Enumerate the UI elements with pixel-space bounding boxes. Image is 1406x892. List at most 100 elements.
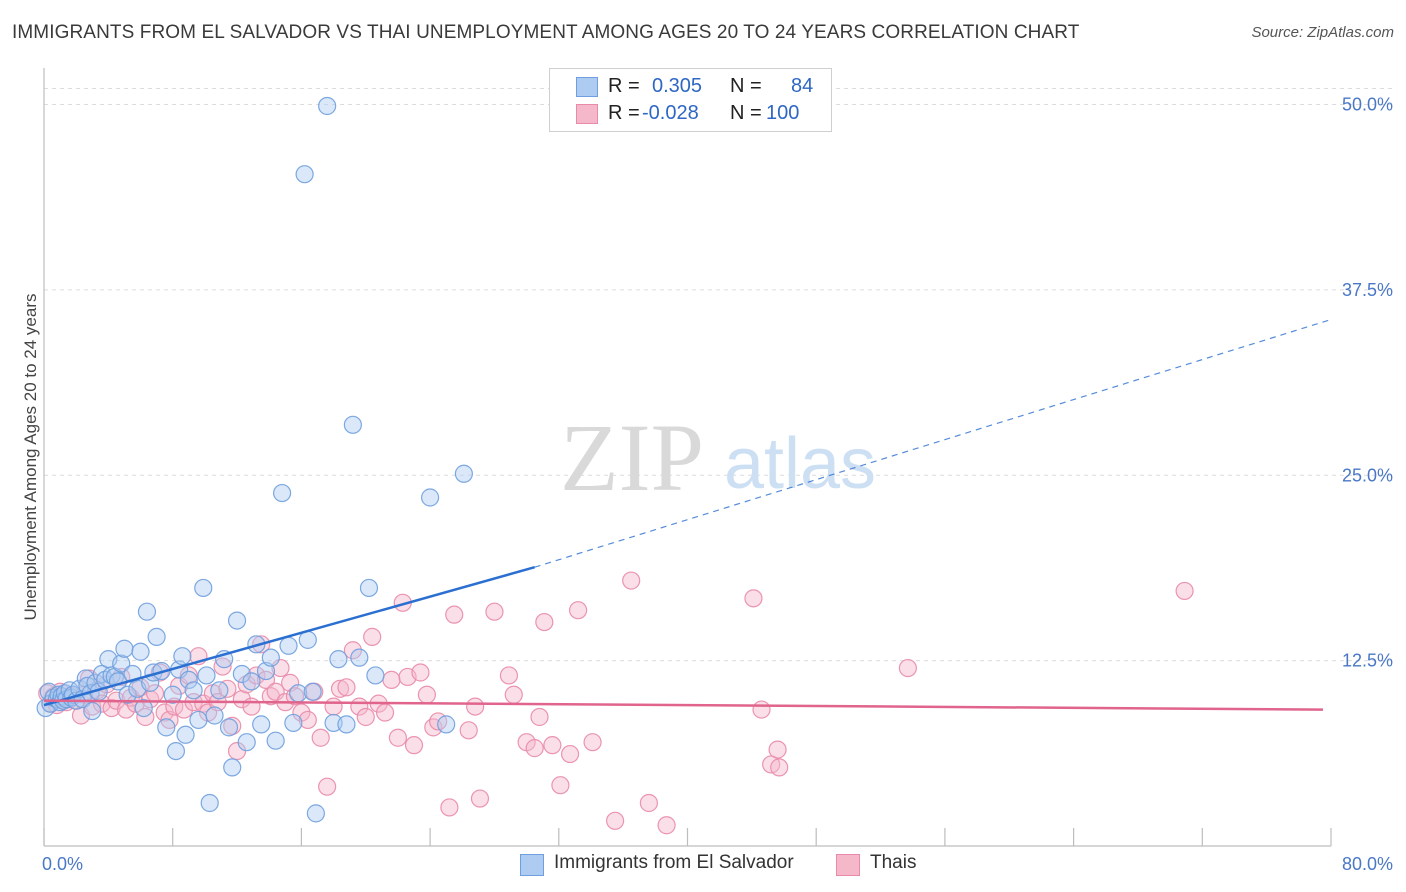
thais-point: [1175, 581, 1194, 601]
el-salvador-point: [337, 715, 356, 734]
el-salvador-point: [115, 639, 134, 658]
el-salvador-point: [256, 661, 276, 681]
legend-r-value: 0.305: [652, 75, 703, 97]
thais-point: [417, 685, 436, 704]
el-salvador-point: [134, 698, 153, 718]
thais-point: [92, 694, 112, 713]
thais-point: [583, 733, 602, 752]
legend-n-label: N =: [730, 102, 762, 124]
el-salvador-point: [194, 578, 213, 598]
el-salvador-point: [279, 636, 298, 655]
y-axis-label: Unemployment Among Ages 20 to 24 years: [21, 294, 40, 621]
el-salvador-points: [36, 96, 473, 823]
el-salvador-point: [266, 731, 285, 750]
thais-point: [404, 736, 424, 755]
thais-point: [445, 605, 464, 624]
el-salvador-point: [261, 648, 280, 667]
axes: [43, 68, 1332, 847]
thais-point: [330, 679, 350, 698]
trend-lines: [43, 318, 1332, 711]
thais-point: [535, 612, 554, 632]
source-label: Source: ZipAtlas.com: [1251, 24, 1394, 41]
thais-point: [411, 663, 430, 682]
el-salvador-point: [137, 602, 157, 621]
el-salvador-point: [237, 733, 256, 752]
el-salvador-point: [252, 715, 271, 734]
el-salvador-point: [166, 741, 186, 761]
legend-r-label: R =: [608, 102, 640, 124]
el-salvador-point: [350, 648, 369, 667]
legend-row-thais: R = -0.028 N = 100: [550, 101, 831, 129]
el-salvador-point: [131, 642, 150, 661]
legend-swatch-blue: [520, 854, 544, 876]
legend-label: Thais: [870, 852, 917, 873]
correlation-legend: R = 0.305 N = 84 R = -0.028 N = 100: [549, 68, 832, 132]
thais-point: [318, 777, 337, 796]
chart-title: IMMIGRANTS FROM EL SALVADOR VS THAI UNEM…: [12, 22, 1080, 43]
y-tick-label: 12.5%: [1342, 651, 1393, 671]
watermark-atlas: atlas: [724, 424, 876, 504]
el-salvador-point: [223, 758, 242, 777]
el-salvador-point: [284, 713, 303, 733]
thais-point: [485, 602, 504, 621]
el-salvador-point: [318, 96, 337, 116]
el-salvador-trend-line: [43, 565, 536, 707]
el-salvador-point: [454, 464, 473, 483]
el-salvador-point: [118, 685, 137, 704]
series-legend: Immigrants from El Salvador Thais: [0, 851, 1406, 879]
thais-point: [382, 670, 401, 690]
el-salvador-point: [189, 710, 208, 730]
thais-point: [606, 811, 625, 830]
el-salvador-point: [306, 804, 325, 823]
thais-point: [898, 658, 917, 678]
thais-point: [324, 697, 343, 716]
thais-point: [242, 697, 261, 716]
legend-n-label: N =: [730, 75, 762, 97]
el-salvador-point: [232, 664, 251, 684]
el-salvador-point: [83, 701, 102, 721]
thais-point: [375, 703, 395, 722]
el-salvador-point: [242, 672, 261, 691]
el-salvador-point: [210, 681, 229, 700]
thais-point: [768, 740, 787, 759]
el-salvador-point: [329, 650, 348, 669]
y-tick-label: 25.0%: [1342, 465, 1393, 485]
thais-point: [363, 627, 382, 647]
el-salvador-point: [227, 611, 247, 630]
legend-swatch-pink: [576, 104, 598, 124]
el-salvador-point: [421, 488, 440, 507]
thais-point: [530, 707, 549, 727]
thais-point: [440, 798, 459, 817]
el-salvador-point: [197, 666, 216, 685]
thais-point: [499, 666, 519, 685]
thais-point: [504, 685, 523, 704]
el-salvador-trend-extension: [534, 318, 1332, 568]
thais-point: [298, 710, 317, 730]
thais-point: [356, 707, 375, 727]
thais-point: [657, 816, 676, 835]
el-salvador-point: [147, 627, 166, 647]
el-salvador-point: [200, 793, 219, 813]
tick-labels: 12.5% 25.0% 37.5% 50.0% 0.0% 80.0%: [42, 95, 1393, 874]
el-salvador-point: [219, 718, 239, 737]
legend-n-value: 84: [791, 75, 814, 97]
thais-point: [337, 678, 356, 697]
watermark-zip: ZIP: [560, 404, 704, 511]
el-salvador-point: [176, 725, 195, 744]
el-salvador-point: [205, 706, 224, 725]
thais-point: [459, 721, 478, 740]
el-salvador-point: [359, 578, 379, 598]
thais-point: [543, 736, 562, 755]
el-salvador-point: [272, 483, 292, 503]
legend-swatch-blue: [576, 77, 598, 97]
y-tick-label: 37.5%: [1342, 280, 1393, 300]
legend-swatch-pink: [836, 854, 860, 876]
x-tick-label: 0.0%: [42, 854, 83, 874]
legend-row-el-salvador: R = 0.305 N = 84: [550, 74, 831, 102]
el-salvador-point: [366, 666, 385, 685]
thais-trend-line: [43, 699, 1323, 711]
el-salvador-point: [343, 415, 362, 434]
legend-r-label: R =: [608, 75, 640, 97]
thais-point: [466, 697, 485, 716]
